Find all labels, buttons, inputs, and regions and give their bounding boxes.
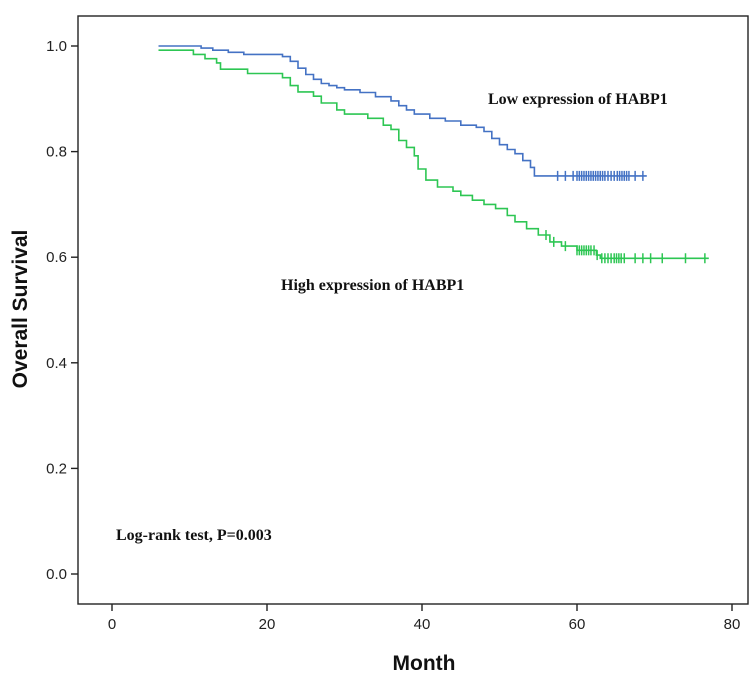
km-curve-high	[158, 49, 709, 260]
axis-titles: Month Overall Survival	[9, 230, 455, 675]
km-curve-low	[158, 45, 647, 177]
axes: 0 20 40 60 80 0.0 0.2 0.4 0.6 0.8 1.0	[46, 15, 749, 633]
y-tick-label: 0.6	[46, 249, 67, 266]
x-tick-label: 40	[414, 616, 431, 633]
x-tick-label: 80	[724, 616, 741, 633]
x-tick-label: 60	[569, 616, 586, 633]
y-axis-title: Overall Survival	[9, 230, 32, 389]
annotations: Low expression of HABP1 High expression …	[116, 91, 668, 544]
y-tick-label: 1.0	[46, 38, 67, 55]
low-expression-label: Low expression of HABP1	[488, 91, 668, 108]
plot-area	[158, 45, 709, 264]
x-axis-title: Month	[393, 652, 456, 675]
plot-frame	[77, 15, 749, 605]
y-tick-label: 0.4	[46, 355, 67, 372]
logrank-test-label: Log-rank test, P=0.003	[116, 527, 272, 544]
x-tick-label: 0	[108, 616, 116, 633]
y-tick-label: 0.0	[46, 566, 67, 583]
y-tick-label: 0.2	[46, 460, 67, 477]
x-tick-label: 20	[259, 616, 276, 633]
y-tick-label: 0.8	[46, 144, 67, 161]
high-expression-label: High expression of HABP1	[281, 277, 464, 294]
